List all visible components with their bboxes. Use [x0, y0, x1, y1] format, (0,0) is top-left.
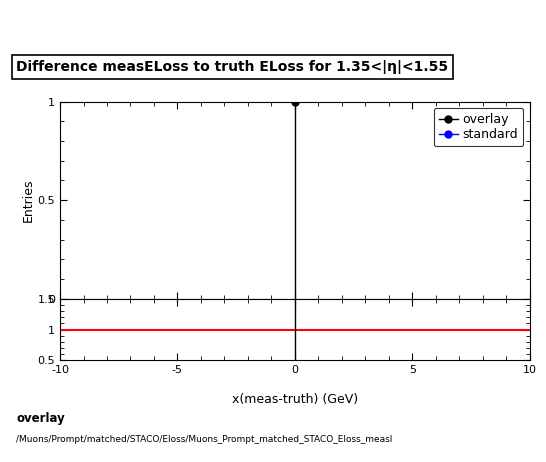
Text: /Muons/Prompt/matched/STACO/Eloss/Muons_Prompt_matched_STACO_Eloss_measl: /Muons/Prompt/matched/STACO/Eloss/Muons_…	[16, 435, 393, 444]
Y-axis label: Entries: Entries	[22, 178, 35, 222]
Text: overlay: overlay	[16, 412, 65, 425]
Legend: overlay, standard: overlay, standard	[434, 108, 524, 146]
Text: Difference measELoss to truth ELoss for 1.35<|η|<1.55: Difference measELoss to truth ELoss for …	[16, 60, 448, 74]
Text: x(meas-truth) (GeV): x(meas-truth) (GeV)	[232, 393, 358, 406]
